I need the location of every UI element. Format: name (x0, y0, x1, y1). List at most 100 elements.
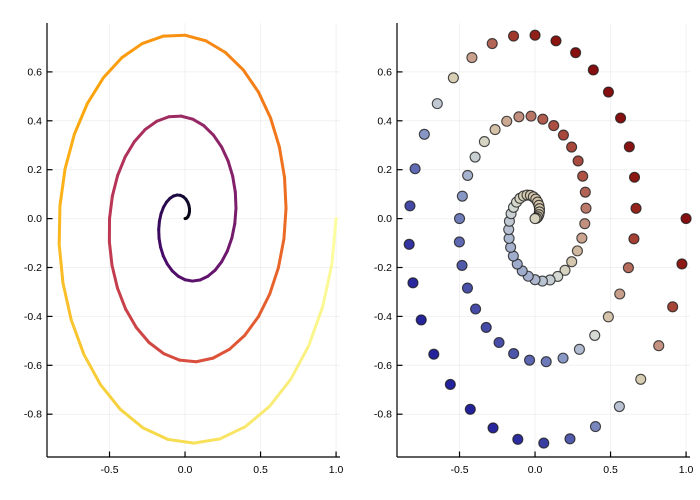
spiral-line-segment (167, 114, 183, 119)
x-axis-tick-label: 0.5 (603, 464, 618, 476)
scatter-point (529, 213, 541, 225)
spiral-line-segment (226, 159, 235, 178)
spiral-line-segment (269, 116, 281, 149)
spiral-line-segment (140, 34, 166, 46)
scatter-point (431, 98, 443, 110)
scatter-point (559, 264, 571, 276)
spiral-line-segment (162, 33, 187, 38)
scatter-point (409, 163, 421, 175)
spiral-line-segment (183, 33, 208, 43)
y-axis-tick-label: -0.6 (374, 360, 392, 372)
spiral-line-segment (256, 90, 273, 120)
spiral-line-segment (141, 426, 170, 441)
spiral-line-segment (211, 133, 224, 149)
spiral-line-segment (147, 340, 166, 356)
spiral-line-segment (101, 56, 124, 80)
spiral-line-segment (110, 173, 120, 198)
scatter-point (537, 113, 549, 125)
x-axis-tick-label: 0.0 (178, 464, 193, 476)
scatter-point (466, 52, 478, 64)
spiral-line-segment (57, 204, 62, 246)
scatter-point (456, 259, 468, 271)
spiral-line-segment (72, 102, 89, 136)
x-axis-tick-label: 1.0 (329, 464, 344, 476)
scatter-point (577, 170, 589, 182)
scatter-point (480, 321, 492, 333)
scatter-point (470, 303, 482, 315)
spiral-line-segment (192, 437, 222, 445)
spiral-line-segment (115, 286, 128, 311)
scatter-spiral-plot: -0.5 0.0 0.5 1.0 -0.8 -0.6 -0.4 -0.2 0.0 0.2 0.4 0.… (374, 23, 694, 476)
y-axis-tick-label: 0.2 (27, 164, 42, 176)
scatter-point (628, 233, 640, 245)
scatter-point (615, 112, 627, 124)
y-axis-tick-label: -0.4 (24, 311, 42, 323)
spiral-line-segment (277, 145, 287, 179)
spiral-line-segment (289, 344, 311, 381)
y-axis-tick-label: -0.8 (374, 409, 392, 421)
scatter-point (566, 256, 578, 268)
scatter-point (573, 343, 585, 355)
spiral-line-segment (120, 42, 144, 60)
scatter-point (635, 373, 647, 385)
scatter-point (580, 202, 592, 214)
spiral-line-segment (123, 140, 136, 159)
spiral-line-segment (307, 305, 325, 348)
scatter-point (447, 72, 459, 84)
spiral-line-segment (227, 333, 247, 351)
spiral-line-segment (283, 175, 288, 210)
scatter-point (623, 141, 635, 153)
scatter-point (489, 124, 501, 136)
spiral-line-segment (330, 217, 338, 266)
scatter-point (453, 236, 465, 248)
spiral-line-segment (220, 145, 230, 163)
scatter-point (523, 354, 536, 366)
spiral-line-segment (63, 132, 76, 171)
spiral-line-segment (166, 437, 196, 445)
scatter-point (513, 111, 525, 123)
spiral-line-segment (82, 352, 102, 386)
scatter-point (507, 30, 520, 42)
spiral-line-segment (85, 76, 105, 106)
spiral-line-segment (256, 292, 272, 319)
scatter-point (589, 421, 602, 433)
y-axis-tick-label: 0.0 (27, 213, 42, 225)
scatter-point (493, 336, 505, 349)
spiral-line-segment (178, 358, 198, 364)
scatter-point (602, 86, 614, 98)
scatter-point (622, 262, 634, 274)
y-axis-tick-label: -0.8 (24, 409, 42, 421)
scatter-point (469, 151, 481, 163)
scatter-point (628, 171, 641, 183)
spiral-line-segment (204, 39, 228, 55)
spiral-line-segment (61, 281, 73, 322)
scatter-point (512, 433, 524, 445)
scatter-point (564, 433, 576, 445)
spiral-line-segment (233, 206, 238, 226)
x-axis-tick-label: -0.5 (100, 464, 118, 476)
spiral-line-segment (191, 117, 206, 128)
spiral-line-segment (58, 167, 67, 208)
scatter-point (487, 422, 499, 434)
y-axis-tick-label: 0.4 (377, 115, 392, 127)
scatter-point (403, 238, 415, 250)
line-spiral-plot: -0.5 0.0 0.5 1.0 -0.8 -0.6 -0.4 -0.2 0.0 0.2 0.4 0.… (24, 23, 344, 476)
scatter-point (508, 348, 520, 360)
y-axis-tick-label: 0.2 (377, 164, 392, 176)
x-axis-tick-label: -0.5 (450, 464, 468, 476)
scatter-point (505, 241, 517, 253)
spiral-line-segment (98, 382, 122, 411)
x-axis-tick-label: 0.5 (253, 464, 268, 476)
scatter-point (630, 202, 642, 214)
spiral-line-segment (213, 260, 224, 272)
scatter-point (653, 340, 665, 352)
scatter-point (407, 277, 419, 289)
scatter-point (589, 329, 601, 341)
spiral-line-segment (162, 352, 182, 362)
spiral-line-segment (206, 268, 217, 278)
spiral-line-segment (143, 119, 159, 132)
spiral-line-segment (194, 356, 215, 364)
scatter-point (428, 348, 440, 360)
spiral-line-segment (218, 425, 247, 441)
